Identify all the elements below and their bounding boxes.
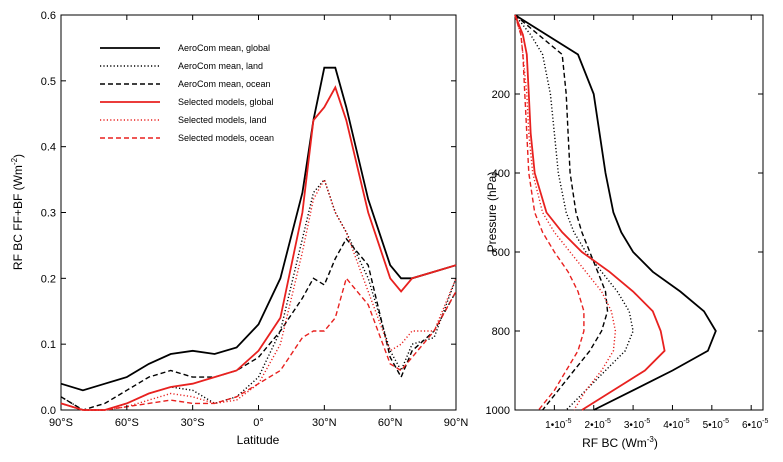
right-y-tick-label: 200 [492,89,510,101]
legend-label-0: AeroCom mean, global [178,43,270,53]
right-y-tick-label: 1000 [486,405,510,417]
legend-label-5: Selected models, ocean [178,133,274,143]
right-x-tick-label: 6•10-5 [742,418,769,431]
right-series-line-3 [514,14,666,411]
right-y-tick-label: 600 [492,247,510,259]
right-y-axis-label: Pressure (hPa) [485,172,499,253]
right-y-axis: 200 400 600 800 1000 [486,89,763,417]
left-series-line-5 [60,276,457,411]
left-series-line-0 [60,66,457,392]
left-x-axis: 90°S 60°S 30°S 0° 30°N 60°N 90°N [49,15,468,429]
left-y-tick-label: 0.1 [41,339,56,351]
left-series-group [60,66,457,411]
right-series-line-1 [514,14,634,411]
left-x-tick-label: 30°N [312,417,337,429]
left-x-axis-label: Latitude [237,433,280,447]
left-x-tick-label: 60°S [115,417,139,429]
right-series-group [514,14,717,411]
left-y-tick-label: 0.3 [41,208,56,220]
left-x-tick-label: 90°S [49,417,73,429]
right-series-line-5 [514,14,585,411]
left-series-line-3 [60,85,457,411]
right-x-axis-label: RF BC (Wm-3) [582,435,658,450]
legend-label-1: AeroCom mean, land [178,61,263,71]
right-series-line-4 [514,14,617,411]
right-plot-frame [514,14,764,411]
left-y-tick-label: 0.4 [41,142,56,154]
left-y-tick-label: 0.0 [41,405,56,417]
legend-label-4: Selected models, land [178,115,267,125]
legend: AeroCom mean, global AeroCom mean, land Ae… [100,43,274,143]
left-series-line-1 [60,178,457,411]
left-y-tick-label: 0.5 [41,76,56,88]
right-panel: 1•10-5 2•10-5 3•10-5 4•10-5 5•10-5 6•10-5 200… [485,14,768,450]
right-series-line-0 [514,14,717,411]
right-x-tick-label: 1•10-5 [545,418,572,431]
left-x-tick-label: 0° [253,417,264,429]
legend-label-3: Selected models, global [178,97,274,107]
left-x-tick-label: 90°N [444,417,469,429]
right-series-line-2 [514,14,609,411]
left-y-tick-label: 0.6 [41,10,56,22]
left-panel: 90°S 60°S 30°S 0° 30°N 60°N 90°N 0.00.10.20.30… [10,10,468,447]
left-x-tick-label: 60°N [378,417,403,429]
left-y-axis: 0.0 0.1 0.2 0.3 0.4 0.5 0.6 [41,10,456,417]
right-x-tick-label: 3•10-5 [624,418,651,431]
right-x-tick-label: 2•10-5 [585,418,612,431]
left-series-line-4 [60,177,457,411]
legend-label-2: AeroCom mean, ocean [178,79,271,89]
left-series-line-2 [60,237,457,411]
right-y-tick-label: 400 [492,168,510,180]
right-x-axis: 1•10-5 2•10-5 3•10-5 4•10-5 5•10-5 6•10-5 [545,15,768,431]
left-y-tick-label: 0.2 [41,273,56,285]
right-x-tick-label: 5•10-5 [703,418,730,431]
right-y-tick-label: 800 [492,326,510,338]
left-x-tick-label: 30°S [181,417,205,429]
left-y-axis-label: RF BC FF+BF (Wm-2) [10,154,25,270]
right-x-tick-label: 4•10-5 [663,418,690,431]
